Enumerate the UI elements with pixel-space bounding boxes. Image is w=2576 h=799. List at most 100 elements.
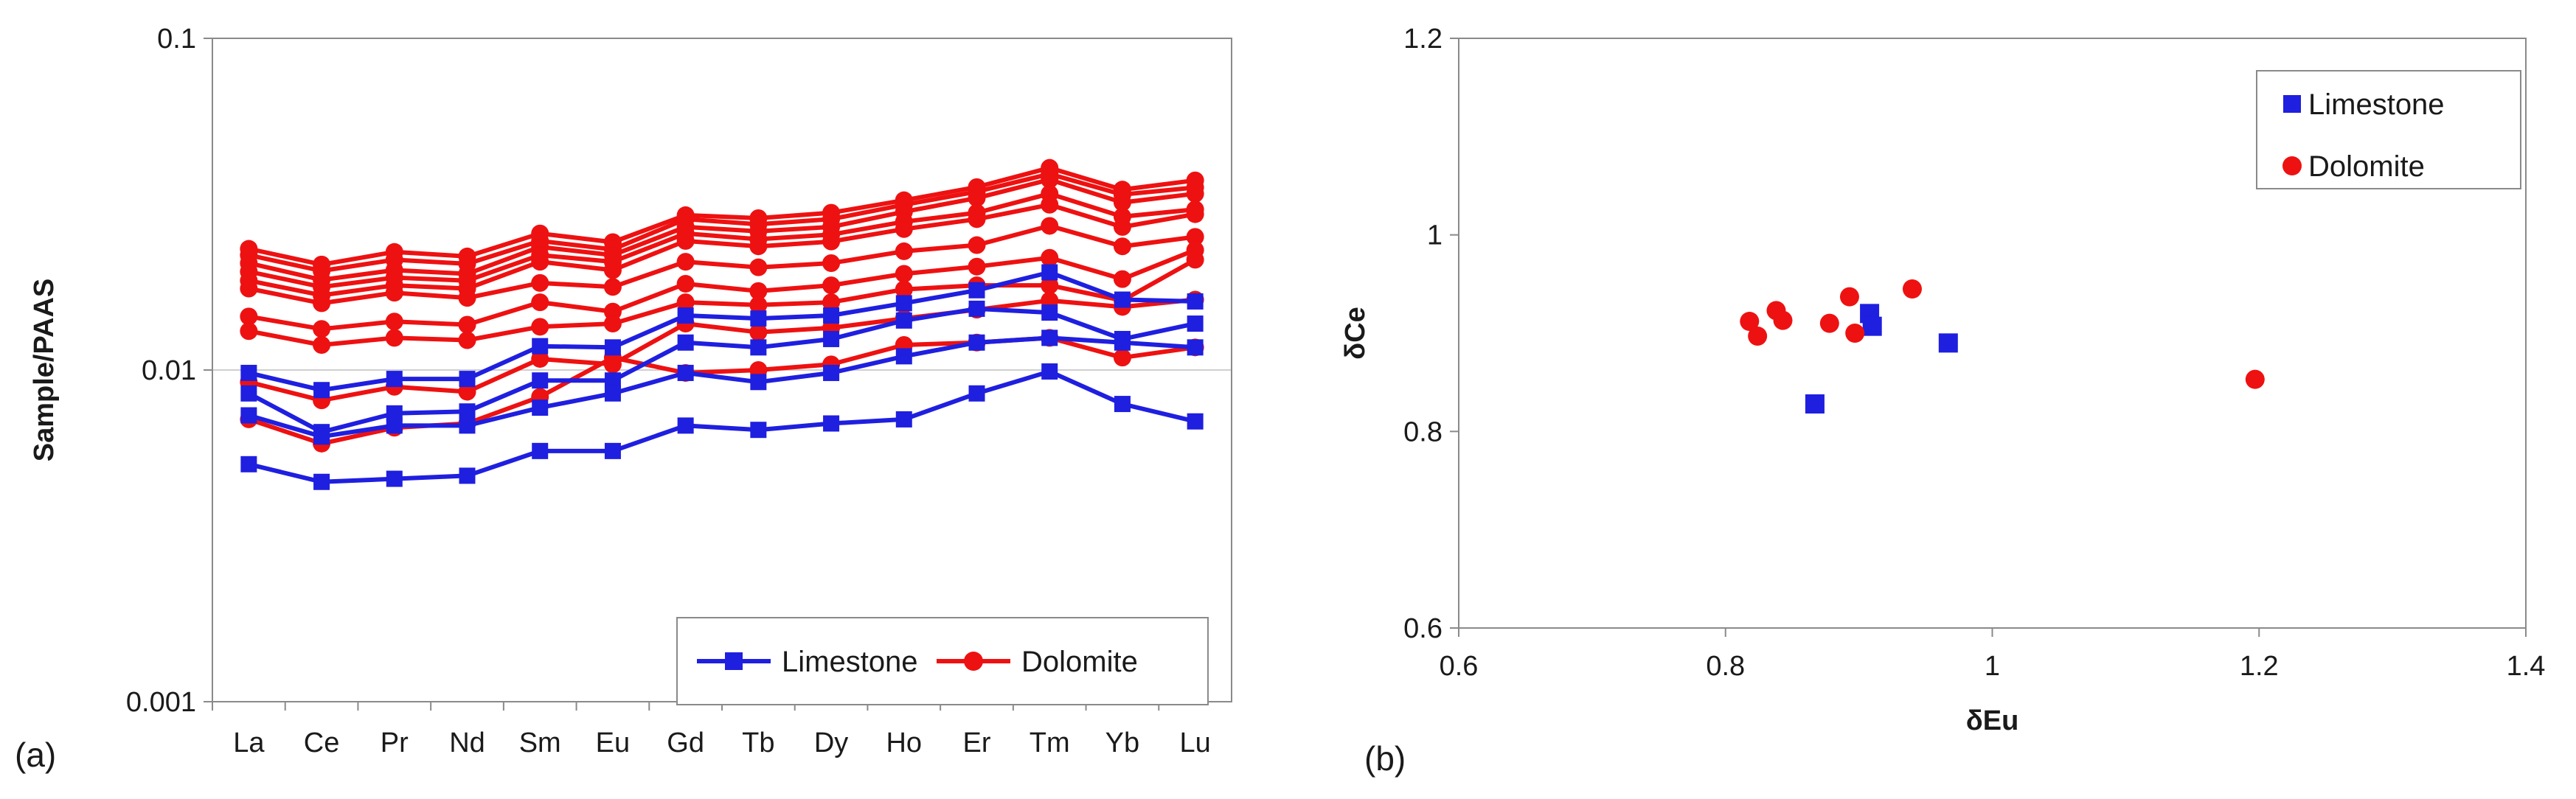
data-point xyxy=(676,293,695,312)
data-point xyxy=(459,371,476,388)
panel-a-x-tick-labels: La Ce Pr Nd Sm Eu Gd Tb Dy Ho Er Tm Yb Lu xyxy=(212,702,1211,758)
panel-a-y-axis-title: Sample/PAAS xyxy=(29,279,60,461)
y-tick-label: 0.001 xyxy=(126,687,196,718)
data-point xyxy=(1041,363,1058,380)
data-point xyxy=(385,329,403,347)
data-point xyxy=(895,295,912,312)
scatter-point xyxy=(2245,369,2265,389)
scatter-point xyxy=(1839,287,1859,307)
data-point xyxy=(676,274,695,293)
data-point xyxy=(895,411,912,428)
data-point xyxy=(1186,251,1204,269)
series-line xyxy=(248,270,1195,393)
panel-a-series xyxy=(240,158,1204,490)
legend-dolomite-label: Dolomite xyxy=(1021,646,1138,678)
scatter-point xyxy=(1902,279,1922,299)
data-point xyxy=(749,323,768,341)
data-point xyxy=(531,273,549,292)
data-point xyxy=(458,383,476,401)
series-line xyxy=(248,202,1196,298)
panel-a-y-tick-labels: 0.001 0.01 0.1 xyxy=(126,24,196,718)
data-point xyxy=(823,415,840,432)
data-point xyxy=(1113,217,1131,236)
x-tick-label: 0.8 xyxy=(1706,651,1745,682)
panel-b-y-axis-title: δCe xyxy=(1340,307,1371,360)
data-point xyxy=(968,257,986,276)
data-point xyxy=(1187,339,1204,356)
data-point xyxy=(458,289,476,307)
legend-dolomite-marker xyxy=(964,652,983,671)
scatter-point xyxy=(1748,327,1768,346)
panel-b-x-axis-title: δEu xyxy=(1966,705,2019,736)
scatter-point xyxy=(1819,313,1839,333)
x-tick-label: Ce xyxy=(304,728,340,758)
x-tick-label: 0.6 xyxy=(1440,651,1479,682)
data-point xyxy=(240,364,257,381)
series-dolomite xyxy=(240,195,1204,304)
data-point xyxy=(240,407,257,424)
data-point xyxy=(532,338,549,355)
data-point xyxy=(1041,276,1059,295)
panel-b-label: (b) xyxy=(1364,739,1406,778)
panel-b-x-tick-labels: 0.6 0.8 1 1.2 1.4 xyxy=(1440,651,2546,682)
data-point xyxy=(531,318,549,336)
panel-b-legend: Limestone Dolomite xyxy=(2256,70,2521,189)
panel-b-plot-frame xyxy=(1458,38,2527,629)
panel-a-legend: Limestone Dolomite xyxy=(676,617,1209,705)
data-point xyxy=(385,284,403,302)
data-point xyxy=(531,293,549,312)
data-point xyxy=(822,254,841,273)
panel-a-label: (a) xyxy=(15,736,56,774)
data-point xyxy=(313,382,330,399)
y-tick-label: 1 xyxy=(1427,220,1443,251)
data-point xyxy=(895,348,912,365)
data-point xyxy=(459,403,476,420)
data-point xyxy=(968,300,985,317)
data-point xyxy=(604,385,621,402)
data-point xyxy=(1113,349,1131,367)
data-point xyxy=(532,442,549,459)
data-point xyxy=(822,232,841,251)
series-line xyxy=(247,306,1196,435)
data-point xyxy=(1187,293,1204,310)
series-line xyxy=(248,335,1195,439)
data-point xyxy=(1113,193,1131,212)
data-point xyxy=(603,315,622,333)
data-point xyxy=(240,279,258,298)
data-point xyxy=(313,294,331,313)
x-tick-label: Tb xyxy=(742,728,774,758)
series-line xyxy=(248,191,1195,290)
data-point xyxy=(676,253,695,271)
panel-b-y-tick-labels: 0.6 0.8 1 1.2 xyxy=(1403,24,1443,644)
x-tick-label: 1.2 xyxy=(2240,651,2279,682)
data-point xyxy=(968,334,985,351)
data-point xyxy=(1186,228,1204,246)
legend-dolomite-label: Dolomite xyxy=(2308,150,2425,183)
data-point xyxy=(386,470,403,487)
data-point xyxy=(1114,334,1131,351)
data-point xyxy=(1187,413,1204,430)
x-tick-label: Lu xyxy=(1180,728,1211,758)
series-line xyxy=(248,223,1195,306)
data-point xyxy=(677,364,694,381)
x-tick-label: Sm xyxy=(519,728,561,758)
data-point xyxy=(386,405,403,422)
x-tick-label: Er xyxy=(963,728,991,758)
data-point xyxy=(823,307,840,324)
series-limestone xyxy=(240,329,1204,445)
y-tick-label: 0.6 xyxy=(1403,613,1443,644)
data-point xyxy=(1187,315,1204,332)
data-point xyxy=(822,276,841,295)
data-point xyxy=(313,473,330,490)
data-point xyxy=(532,400,549,416)
series-line xyxy=(248,257,1197,347)
series-dolomite xyxy=(240,290,1204,410)
data-point xyxy=(749,237,768,256)
legend-dolomite-marker xyxy=(2282,156,2302,175)
data-point xyxy=(1041,248,1059,267)
legend-limestone-label: Limestone xyxy=(782,646,918,678)
data-point xyxy=(459,417,476,434)
data-point xyxy=(458,331,476,349)
data-point xyxy=(1186,184,1204,203)
scatter-series-limestone xyxy=(1805,304,1958,414)
